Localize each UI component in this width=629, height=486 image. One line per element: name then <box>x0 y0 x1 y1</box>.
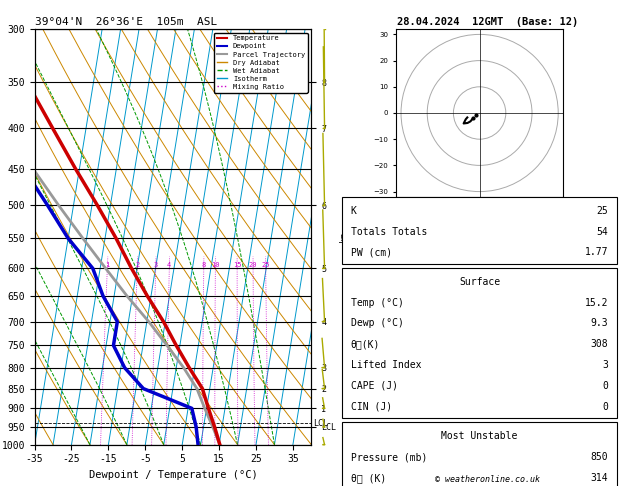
Text: 28.04.2024  12GMT  (Base: 12): 28.04.2024 12GMT (Base: 12) <box>397 17 578 27</box>
Text: CIN (J): CIN (J) <box>351 402 392 412</box>
Text: PW (cm): PW (cm) <box>351 247 392 258</box>
Text: 3: 3 <box>603 360 608 370</box>
Text: 1: 1 <box>105 262 109 268</box>
Bar <box>342 197 617 263</box>
Text: 54: 54 <box>597 226 608 237</box>
Bar <box>342 422 617 486</box>
Text: 15.2: 15.2 <box>585 297 608 308</box>
Text: 15: 15 <box>233 262 242 268</box>
Text: 1.77: 1.77 <box>585 247 608 258</box>
Text: 25: 25 <box>262 262 270 268</box>
Text: K: K <box>351 206 357 216</box>
Text: 8: 8 <box>202 262 206 268</box>
Text: Pressure (mb): Pressure (mb) <box>351 452 427 462</box>
X-axis label: Dewpoint / Temperature (°C): Dewpoint / Temperature (°C) <box>89 470 257 480</box>
Text: 0: 0 <box>603 402 608 412</box>
Text: CAPE (J): CAPE (J) <box>351 381 398 391</box>
Text: 0: 0 <box>603 381 608 391</box>
Text: Lifted Index: Lifted Index <box>351 360 421 370</box>
Text: 25: 25 <box>597 206 608 216</box>
Text: Dewp (°C): Dewp (°C) <box>351 318 404 329</box>
Y-axis label: km
ASL: km ASL <box>339 229 359 244</box>
Text: 314: 314 <box>591 473 608 483</box>
Text: 20: 20 <box>249 262 257 268</box>
Text: Totals Totals: Totals Totals <box>351 226 427 237</box>
Text: Surface: Surface <box>459 277 500 287</box>
Text: 850: 850 <box>591 452 608 462</box>
Text: 308: 308 <box>591 339 608 349</box>
Text: 3: 3 <box>153 262 158 268</box>
Legend: Temperature, Dewpoint, Parcel Trajectory, Dry Adiabat, Wet Adiabat, Isotherm, Mi: Temperature, Dewpoint, Parcel Trajectory… <box>214 33 308 93</box>
Bar <box>342 268 617 418</box>
X-axis label: kt: kt <box>475 212 484 221</box>
Text: 9.3: 9.3 <box>591 318 608 329</box>
Text: Temp (°C): Temp (°C) <box>351 297 404 308</box>
Text: 39°04'N  26°36'E  105m  ASL: 39°04'N 26°36'E 105m ASL <box>35 17 217 27</box>
Text: θᴇ (K): θᴇ (K) <box>351 473 386 483</box>
Text: 4: 4 <box>167 262 172 268</box>
Text: θᴇ(K): θᴇ(K) <box>351 339 380 349</box>
Text: Most Unstable: Most Unstable <box>442 431 518 441</box>
Text: 2: 2 <box>135 262 140 268</box>
Text: 10: 10 <box>211 262 220 268</box>
Text: LCL: LCL <box>313 419 328 428</box>
Text: © weatheronline.co.uk: © weatheronline.co.uk <box>435 474 540 484</box>
